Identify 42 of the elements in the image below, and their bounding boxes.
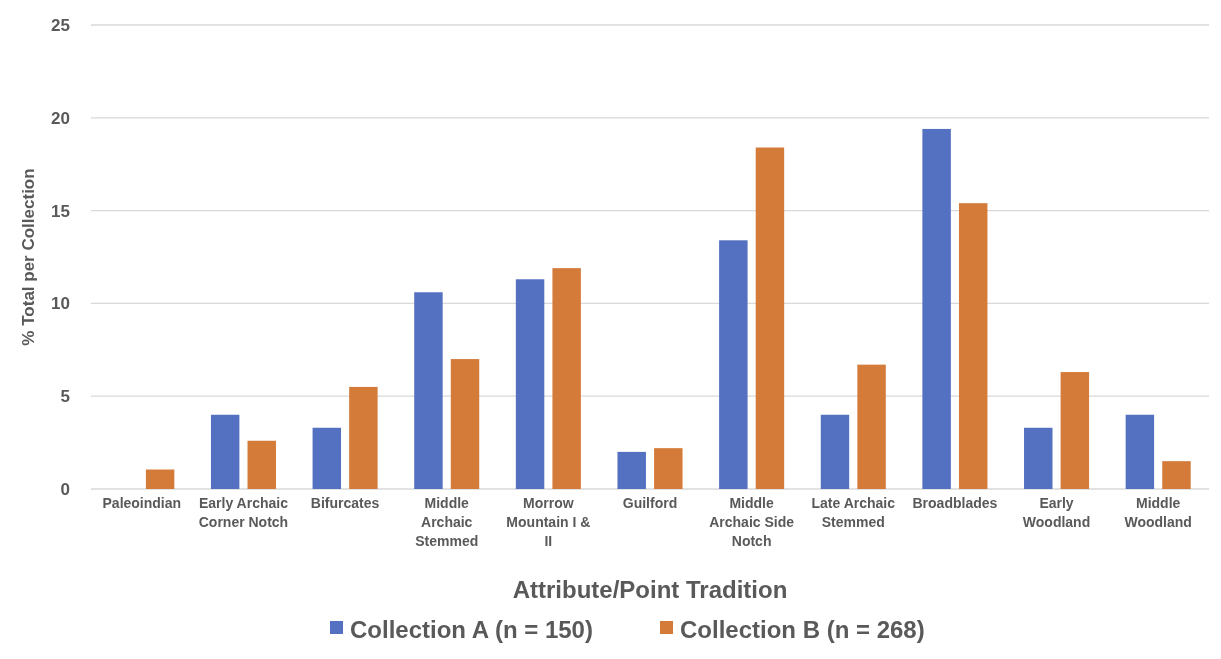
x-tick-label: Early Archaic Corner Notch (198, 495, 289, 530)
legend-label: Collection A (n = 150) (350, 616, 593, 644)
y-tick-label: 20 (51, 108, 70, 128)
bar (247, 440, 276, 489)
bar (1024, 427, 1053, 489)
bar (1060, 372, 1090, 489)
y-tick-label: 0 (60, 479, 70, 499)
bar (1162, 461, 1191, 489)
bar (719, 240, 748, 489)
y-tick-label: 5 (60, 387, 70, 407)
legend-label: Collection B (n = 268) (680, 616, 925, 644)
x-tick-label: Bifurcates (310, 495, 380, 511)
x-tick-label: Morrow Mountain I & II (506, 495, 591, 549)
bar (1125, 414, 1155, 489)
bar (312, 427, 342, 489)
y-tick-label: 10 (51, 294, 70, 314)
bar (515, 279, 545, 489)
bar (349, 386, 378, 489)
x-tick-label: Broadblades (912, 495, 998, 511)
x-tick-label: Late Archaic Stemmed (811, 495, 896, 530)
x-axis-title: Attribute/Point Tradition (512, 576, 788, 603)
y-tick-label: 25 (51, 15, 70, 35)
bar (820, 414, 850, 489)
x-tick-label: Middle Archaic Side Notch (709, 495, 795, 549)
x-tick-label: Paleoindian (102, 495, 182, 511)
x-tick-label: Guilford (622, 495, 678, 511)
bar (755, 147, 785, 489)
x-tick-label: Early Woodland (1022, 495, 1091, 530)
y-axis-title: % Total per Collection (19, 168, 38, 346)
bar (210, 414, 240, 489)
x-tick-label: Middle Woodland (1124, 495, 1192, 530)
bar (857, 364, 886, 489)
bar (145, 469, 175, 489)
bar (552, 268, 581, 489)
bar (958, 203, 988, 489)
y-tick-label: 15 (51, 201, 70, 221)
bar (450, 359, 480, 489)
bar (922, 128, 951, 489)
bar (617, 451, 646, 489)
x-tick-label: Middle Archaic Stemmed (415, 495, 479, 549)
bar (654, 448, 683, 489)
bar (414, 292, 443, 489)
